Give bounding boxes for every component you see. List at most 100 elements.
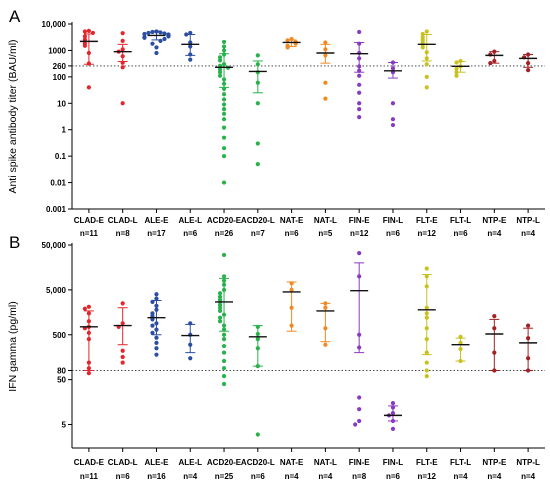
data-point — [526, 323, 531, 328]
data-point — [150, 29, 155, 35]
x-tick-label: NAT-E — [280, 216, 304, 225]
data-point — [424, 326, 429, 331]
data-point — [357, 68, 362, 73]
data-point — [492, 58, 497, 64]
n-label: n=8 — [352, 472, 367, 481]
data-point — [82, 43, 87, 48]
x-tick-label: NAT-L — [314, 458, 337, 467]
data-point — [154, 50, 159, 56]
data-point — [221, 97, 227, 102]
data-point — [424, 315, 429, 320]
x-tick-label: NTP-E — [482, 216, 507, 225]
data-point — [289, 281, 294, 286]
group-ale-l: ALE-L n=4 — [178, 321, 202, 481]
data-point — [217, 315, 223, 320]
data-point — [188, 356, 193, 361]
data-point — [221, 62, 227, 67]
data-point — [221, 180, 227, 185]
group-acd20-e: ACD20-E n=26 — [207, 39, 242, 238]
data-point — [221, 92, 227, 97]
n-label: n=6 — [454, 229, 469, 238]
n-label: n=25 — [215, 472, 234, 481]
group-ale-l: ALE-L n=6 — [178, 30, 202, 238]
data-point — [526, 336, 531, 341]
data-point — [154, 296, 159, 301]
y-axis-label: Anti spike antibody titer (BAU/ml) — [7, 39, 19, 193]
data-point — [188, 321, 193, 326]
group-fin-l: FIN-L n=6 — [383, 401, 403, 481]
data-point — [166, 34, 171, 39]
data-point — [488, 61, 493, 66]
data-point — [357, 274, 362, 279]
n-label: n=5 — [318, 229, 333, 238]
data-point — [86, 311, 91, 316]
group-fin-e: FIN-E n=8 — [349, 250, 371, 481]
data-point — [255, 364, 260, 369]
data-point — [120, 354, 125, 360]
data-point — [158, 38, 163, 43]
data-point — [86, 319, 91, 324]
x-tick-label: FIN-L — [383, 216, 404, 225]
n-label: n=6 — [285, 229, 300, 238]
data-point — [323, 80, 328, 85]
x-tick-label: ACD20-E — [207, 216, 242, 225]
data-point — [158, 30, 163, 35]
data-point — [86, 61, 91, 66]
n-label: n=4 — [183, 472, 198, 481]
data-point — [424, 266, 429, 271]
data-point — [390, 405, 396, 410]
group-ale-e: ALE-E n=17 — [142, 29, 171, 238]
data-point — [323, 47, 328, 52]
panel-label: A — [9, 7, 21, 26]
data-point — [424, 368, 429, 373]
data-point — [285, 38, 290, 43]
y-tick-label: 5,000 — [46, 286, 67, 295]
data-point — [255, 161, 260, 167]
y-tick-label: 0.001 — [46, 205, 67, 214]
data-point — [146, 30, 151, 36]
data-point — [255, 101, 260, 106]
data-point — [390, 122, 396, 128]
x-tick-label: FLT-E — [416, 458, 438, 467]
data-point — [492, 368, 497, 373]
data-point — [184, 32, 189, 37]
x-tick-label: ACD20-L — [241, 216, 275, 225]
data-point — [458, 334, 463, 339]
data-point — [217, 319, 223, 324]
group-ntp-l: NTP-L n=4 — [516, 52, 540, 238]
data-point — [255, 62, 260, 67]
data-point — [357, 73, 362, 78]
data-point — [357, 90, 362, 95]
x-tick-label: FIN-E — [349, 458, 371, 467]
data-point — [454, 73, 459, 78]
group-clad-l: CLAD-L n=8 — [108, 31, 138, 238]
data-point — [492, 350, 497, 355]
y-tick-label: 10 — [57, 99, 66, 108]
x-tick-label: NTP-E — [482, 458, 507, 467]
n-label: n=6 — [116, 472, 131, 481]
x-tick-label: ACD20-E — [207, 458, 242, 467]
data-point — [323, 40, 328, 45]
group-flt-e: FLT-E n=12 — [416, 29, 438, 238]
data-point — [357, 407, 362, 412]
data-point — [221, 52, 227, 57]
data-point — [120, 38, 125, 43]
data-point — [289, 287, 294, 292]
group-nat-l: NAT-L n=5 — [314, 40, 337, 238]
x-tick-label: NAT-E — [280, 458, 304, 467]
data-point — [217, 308, 223, 314]
data-point — [217, 291, 223, 296]
data-point — [323, 301, 328, 306]
y-tick-label: 500 — [53, 331, 67, 340]
data-point — [255, 331, 260, 337]
data-point — [221, 350, 227, 355]
data-point — [154, 307, 159, 312]
data-point — [221, 86, 227, 92]
data-point — [120, 65, 125, 70]
data-point — [154, 292, 159, 297]
data-point — [188, 40, 193, 45]
data-point — [526, 368, 531, 373]
data-point — [221, 81, 227, 86]
y-tick-label: 1 — [62, 126, 67, 135]
data-point — [390, 101, 396, 106]
